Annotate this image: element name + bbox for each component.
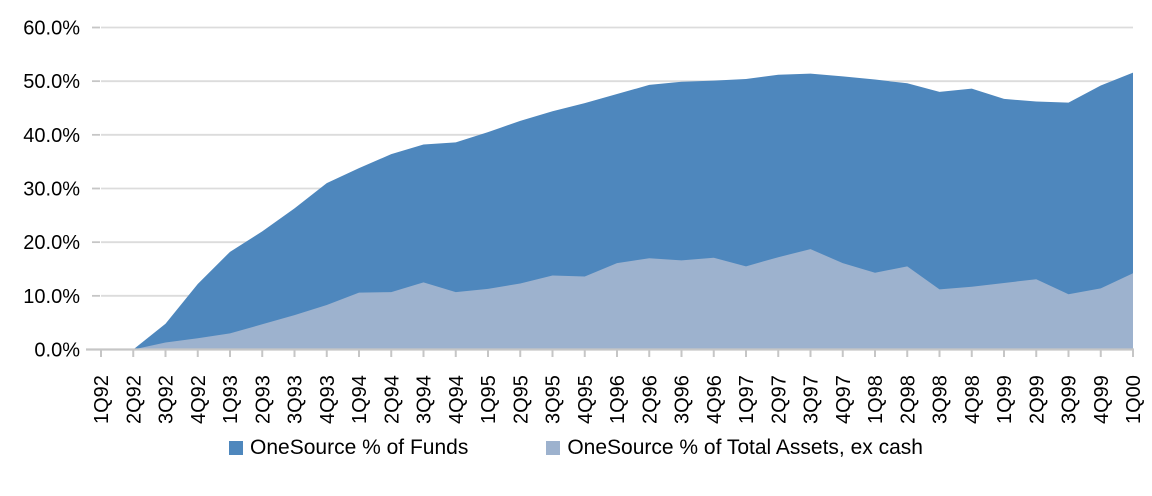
x-axis-label: 4Q96: [704, 375, 726, 424]
x-axis-label: 2Q99: [1026, 375, 1048, 424]
x-axis-label: 2Q96: [639, 375, 661, 424]
x-axis-label: 3Q96: [672, 375, 694, 424]
x-axis-label: 2Q94: [381, 375, 403, 424]
x-axis-label: 3Q99: [1059, 375, 1081, 424]
x-axis-label: 2Q93: [252, 375, 274, 424]
x-axis-label: 4Q94: [446, 375, 468, 424]
y-axis-label: 10.0%: [23, 286, 80, 308]
x-axis-label: 1Q97: [736, 375, 758, 424]
legend-label-assets: OneSource % of Total Assets, ex cash: [567, 436, 923, 459]
funds-series-swatch-icon: [229, 441, 244, 455]
x-axis-label: 4Q97: [833, 375, 855, 424]
x-axis-label: 1Q99: [994, 375, 1016, 424]
x-axis-label: 3Q98: [930, 375, 952, 424]
y-axis-label: 20.0%: [23, 232, 80, 254]
y-axis-label: 40.0%: [23, 125, 80, 147]
y-axis-label: 0.0%: [34, 340, 80, 362]
x-axis-label: 4Q98: [962, 375, 984, 424]
x-axis-label: 4Q95: [575, 375, 597, 424]
x-axis-label: 2Q98: [897, 375, 919, 424]
x-axis-label: 2Q92: [123, 375, 145, 424]
x-axis-label: 3Q97: [801, 375, 823, 424]
x-axis-label: 3Q93: [285, 375, 307, 424]
y-axis-label: 60.0%: [23, 18, 80, 40]
x-axis-label: 4Q92: [188, 375, 210, 424]
legend-item-funds: OneSource % of Funds: [229, 436, 468, 460]
x-axis-label: 4Q93: [317, 375, 339, 424]
x-axis-label: 3Q92: [156, 375, 178, 424]
legend-item-assets: OneSource % of Total Assets, ex cash: [546, 436, 923, 460]
x-axis-label: 1Q96: [607, 375, 629, 424]
legend-label-funds: OneSource % of Funds: [250, 436, 469, 459]
area-series-1: [101, 249, 1133, 350]
x-axis-label: 3Q95: [543, 375, 565, 424]
x-axis-label: 3Q94: [414, 375, 436, 424]
x-axis-label: 4Q99: [1091, 375, 1113, 424]
x-axis-label: 2Q97: [768, 375, 790, 424]
x-axis-label: 2Q95: [510, 375, 532, 424]
y-axis-label: 30.0%: [23, 179, 80, 201]
x-axis-label: 1Q95: [478, 375, 500, 424]
x-axis-label: 1Q98: [865, 375, 887, 424]
x-axis-label: 1Q93: [220, 375, 242, 424]
x-axis-label: 1Q94: [349, 375, 371, 424]
chart-legend: OneSource % of Funds OneSource % of Tota…: [0, 436, 1152, 460]
assets-series-swatch-icon: [546, 441, 561, 455]
y-axis-label: 50.0%: [23, 71, 80, 93]
x-axis-label: 1Q92: [91, 375, 113, 424]
x-axis-label: 1Q00: [1123, 375, 1145, 424]
